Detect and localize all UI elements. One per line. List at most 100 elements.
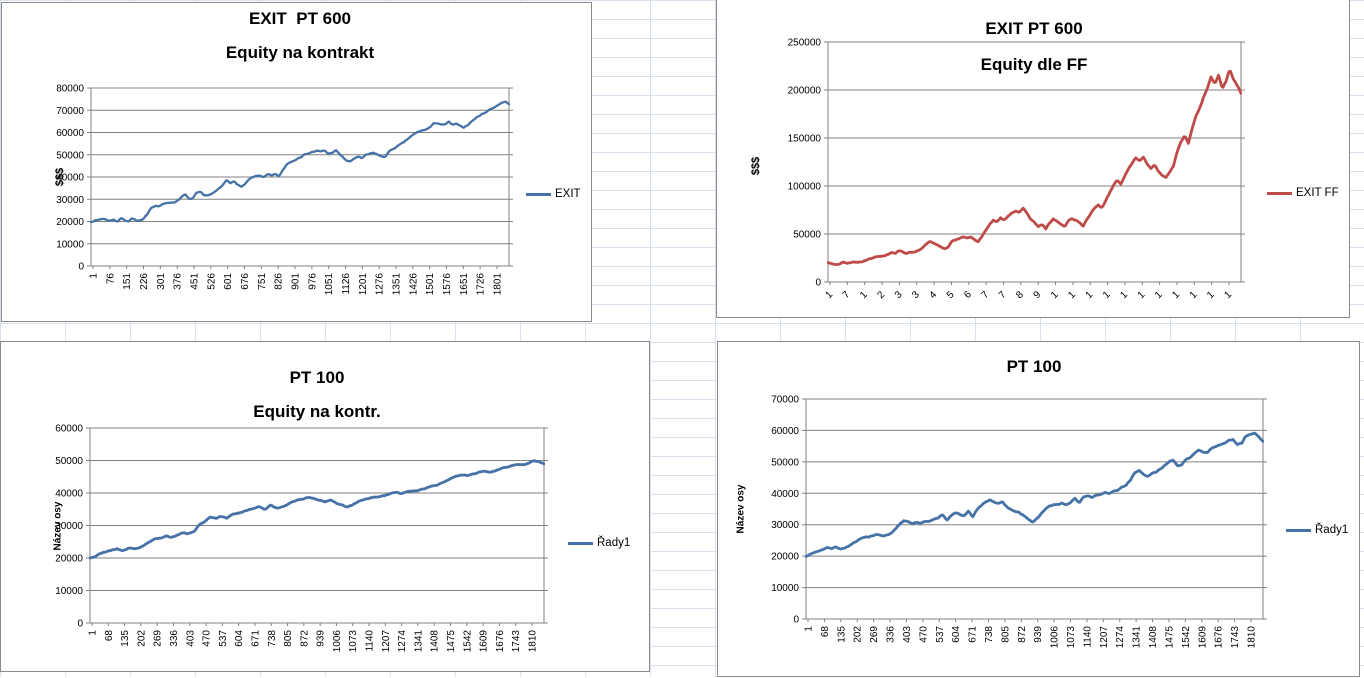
legend-line-swatch <box>526 192 551 196</box>
y-tick-label: 60000 <box>56 128 84 139</box>
x-tick-label: 1 <box>1118 289 1130 301</box>
y-tick-label: 200000 <box>788 86 822 97</box>
chart-title-line2: Equity na kontr. <box>253 402 381 421</box>
x-tick-label: 226 <box>139 273 150 290</box>
x-tick-label: 805 <box>283 630 294 647</box>
x-tick-label: 1743 <box>1230 626 1241 649</box>
gridlines: 0 10000 20000 30000 40000 50000 60000 70000 <box>771 395 1267 626</box>
plot-border <box>827 41 1242 283</box>
x-tick-label: 1 <box>1188 289 1200 301</box>
chart-title-line2: Equity na kontrakt <box>225 43 375 62</box>
x-tick-label: 751 <box>257 273 268 290</box>
legend-label: EXIT FF <box>1296 187 1339 199</box>
y-tick-label: 20000 <box>56 217 84 228</box>
x-tick-label: 1408 <box>430 630 441 653</box>
x-tick-label: 151 <box>122 273 133 290</box>
chart-pt100[interactable]: 0 10000 20000 30000 40000 50000 60000 70000 1 68 1… <box>717 341 1360 677</box>
x-tick-label: 976 <box>307 273 318 290</box>
y-tick-label: 70000 <box>771 395 799 406</box>
x-axis-labels: 1 68 135 202 269 336 403 470 537 604 671 738 805 872 9… <box>804 619 1258 648</box>
x-tick-label: 403 <box>902 626 913 643</box>
y-tick-label: 0 <box>815 278 821 289</box>
x-tick-label: 1207 <box>381 630 392 653</box>
x-tick-label: 1743 <box>511 630 522 653</box>
x-tick-label: 5 <box>945 289 957 301</box>
x-tick-label: 301 <box>156 273 167 290</box>
x-tick-label: 7 <box>980 289 992 301</box>
plot-area: 0 10000 20000 30000 40000 50000 60000 70000 8000… <box>56 84 513 296</box>
legend-label: EXIT <box>555 188 581 200</box>
y-tick-label: 10000 <box>55 586 83 597</box>
y-axis-title: Název osy <box>52 501 64 551</box>
x-tick-label: 2 <box>875 289 887 301</box>
legend: Řady1 <box>1286 524 1348 536</box>
y-tick-label: 150000 <box>788 134 822 145</box>
x-tick-label: 537 <box>218 630 229 647</box>
legend: EXIT FF <box>1267 187 1339 199</box>
x-tick-label: 1475 <box>446 630 457 653</box>
x-tick-label: 1 <box>89 273 100 279</box>
y-tick-label: 60000 <box>55 424 83 435</box>
gridlines: 0 50000 100000 150000 200000 250000 <box>788 38 1245 289</box>
chart-title-line1: EXIT PT 600 <box>985 19 1083 38</box>
x-tick-label: 336 <box>886 626 897 643</box>
x-axis-labels: 1 68 135 202 269 336 403 470 537 604 671 738 805 872 9… <box>88 623 539 652</box>
x-tick-label: 604 <box>234 630 245 647</box>
y-tick-label: 10000 <box>771 583 799 594</box>
chart-pt100-equity-na-kontr[interactable]: 0 10000 20000 30000 40000 50000 60000 1 68 135 202… <box>0 341 650 672</box>
x-tick-label: 470 <box>202 630 213 647</box>
chart-title-line1: PT 100 <box>1006 357 1062 376</box>
x-tick-label: 1810 <box>1247 626 1258 649</box>
x-tick-label: 526 <box>206 273 217 290</box>
x-tick-label: 1501 <box>425 273 436 296</box>
legend-label: Řady1 <box>597 537 631 549</box>
y-tick-label: 0 <box>77 619 83 630</box>
x-tick-label: 135 <box>836 626 847 643</box>
x-tick-label: 1073 <box>1066 626 1077 649</box>
x-tick-label: 826 <box>274 273 285 290</box>
x-tick-label: 1140 <box>1082 626 1093 648</box>
x-tick-label: 8 <box>1014 289 1026 301</box>
chart-exit-pt600-equity-dle-ff[interactable]: 0 50000 100000 150000 200000 250000 1 7 1 2 3 3 4 5 6 7… <box>716 0 1350 318</box>
chart-title-line1: EXIT PT 600 <box>248 9 352 28</box>
x-tick-label: 1426 <box>408 273 419 296</box>
x-tick-label: 604 <box>951 626 962 643</box>
y-tick-label: 40000 <box>56 173 84 184</box>
x-tick-label: 1475 <box>1164 626 1175 649</box>
x-tick-label: 470 <box>918 626 929 643</box>
x-tick-label: 1051 <box>324 273 335 296</box>
legend: EXIT <box>526 188 581 200</box>
x-tick-label: 805 <box>1000 626 1011 643</box>
x-tick-label: 1073 <box>348 630 359 653</box>
x-tick-label: 1341 <box>413 630 424 653</box>
x-tick-label: 939 <box>1033 626 1044 643</box>
x-tick-label: 1408 <box>1148 626 1159 649</box>
x-tick-label: 7 <box>997 289 1009 301</box>
x-tick-label: 1 <box>1049 289 1061 301</box>
legend-line-swatch <box>568 541 593 545</box>
series-line <box>805 431 1264 558</box>
x-tick-label: 676 <box>240 273 251 290</box>
y-tick-label: 20000 <box>55 554 83 565</box>
chart-exit-pt600-equity-na-kontrakt[interactable]: 0 10000 20000 30000 40000 50000 60000 70000 8000… <box>1 2 592 322</box>
y-tick-label: 100000 <box>788 182 822 193</box>
x-tick-label: 1 <box>1101 289 1113 301</box>
x-tick-label: 1726 <box>476 273 487 296</box>
x-tick-label: 1 <box>1205 289 1217 301</box>
x-tick-label: 1126 <box>341 273 352 295</box>
x-tick-label: 403 <box>185 630 196 647</box>
legend-line-swatch <box>1267 191 1292 195</box>
x-tick-label: 451 <box>190 273 201 290</box>
x-tick-label: 1341 <box>1132 626 1143 649</box>
x-tick-label: 1801 <box>493 273 504 296</box>
x-tick-label: 1810 <box>528 630 539 653</box>
chart-title-line2: Equity dle FF <box>980 55 1088 74</box>
x-tick-label: 1276 <box>375 273 386 296</box>
x-tick-label: 1201 <box>358 273 369 296</box>
legend-line-swatch <box>1286 528 1311 532</box>
x-tick-label: 901 <box>291 273 302 290</box>
y-tick-label: 0 <box>793 615 799 626</box>
x-tick-label: 671 <box>250 630 261 647</box>
